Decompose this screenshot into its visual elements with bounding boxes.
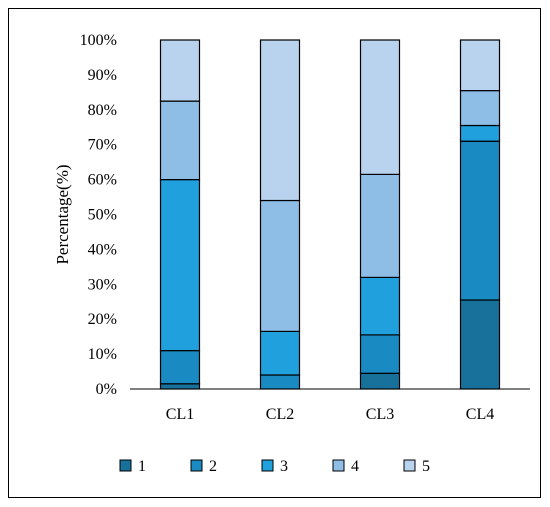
y-tick-label: 40%: [88, 241, 117, 258]
y-tick-label: 70%: [88, 137, 117, 154]
y-tick-label: 90%: [88, 67, 117, 84]
bar-cl4-series-3: [459, 124, 501, 142]
y-tick-label: 60%: [88, 172, 117, 189]
y-tick-label: 80%: [88, 102, 117, 119]
bar-cl3-series-5: [359, 39, 401, 175]
bar-cl4-series-5: [459, 39, 501, 92]
bar-cl3-series-1: [359, 372, 401, 390]
x-tick-label: CL1: [166, 406, 194, 423]
legend-label-3: 3: [280, 458, 288, 475]
y-tick-label: 10%: [88, 346, 117, 363]
y-tick-label: 30%: [88, 276, 117, 293]
bar-cl2-series-5: [259, 39, 301, 202]
bar-cl3-series-3: [359, 276, 401, 336]
legend-swatch-4: [332, 459, 345, 472]
x-tick-labels: CL1 CL2 CL3 CL4: [166, 406, 494, 423]
bar-cl1-series-4: [159, 100, 201, 181]
y-tick-labels: 0% 10% 20% 30% 40% 50% 60% 70% 80% 90% 100%: [80, 32, 117, 398]
x-tick-label: CL2: [266, 406, 294, 423]
y-tick-label: 100%: [80, 32, 117, 49]
bar-cl1-series-2: [159, 350, 201, 385]
bars-group: [159, 39, 501, 390]
legend-swatch-3: [261, 459, 274, 472]
bar-cl3-series-2: [359, 334, 401, 374]
x-tick-label: CL3: [366, 406, 394, 423]
legend-swatch-5: [403, 459, 416, 472]
y-axis-label: Percentage(%): [53, 164, 72, 264]
legend-label-1: 1: [138, 458, 146, 475]
bar-cl3-series-4: [359, 173, 401, 278]
bar-cl1-series-5: [159, 39, 201, 102]
bar-cl2-series-2: [259, 374, 301, 390]
bar-cl1-series-1: [159, 383, 201, 390]
legend-swatch-2: [190, 459, 203, 472]
y-tick-label: 0%: [96, 381, 117, 398]
legend-label-5: 5: [422, 458, 430, 475]
bar-cl2-series-3: [259, 330, 301, 376]
y-tick-label: 50%: [88, 207, 117, 224]
bar-cl1-series-3: [159, 179, 201, 352]
bar-cl4-series-2: [459, 140, 501, 301]
bar-cl2-series-4: [259, 199, 301, 332]
legend-swatch-1: [119, 459, 132, 472]
x-tick-label: CL4: [466, 406, 494, 423]
y-tick-label: 20%: [88, 311, 117, 328]
bar-cl4-series-1: [459, 299, 501, 390]
legend-label-4: 4: [351, 458, 359, 475]
legend: 1 2 3 4 5: [119, 458, 430, 475]
legend-label-2: 2: [209, 458, 217, 475]
bar-cl4-series-4: [459, 89, 501, 127]
